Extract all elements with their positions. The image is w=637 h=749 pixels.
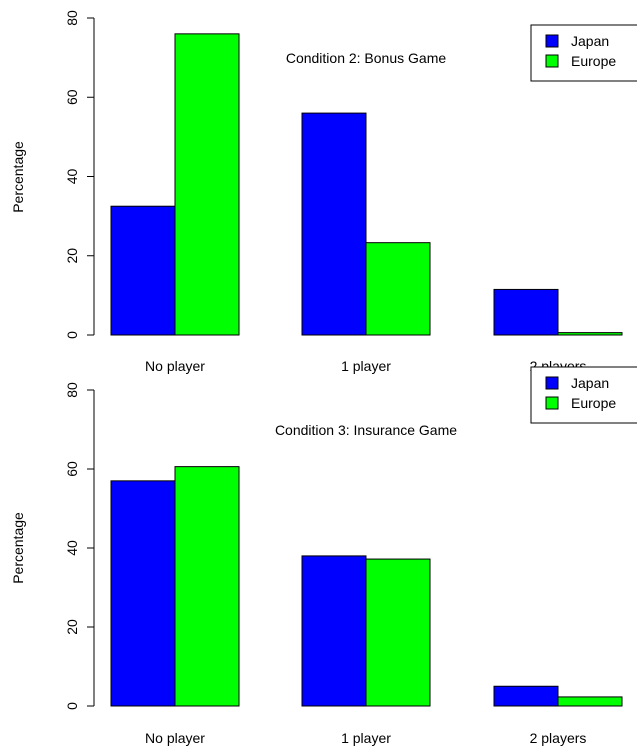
legend-label-japan: Japan [571,375,609,391]
bar-europe-0 [174,466,240,707]
y-axis-title: Percentage [10,512,26,584]
bar-japan-2 [493,685,559,707]
bar-japan-2 [493,288,559,336]
legend-swatch-europe [545,54,559,68]
y-tick-label: 60 [64,461,80,477]
y-tick-label: 40 [64,169,80,185]
legend: Japan Europe [530,24,637,82]
y-tick-label: 80 [64,10,80,26]
category-label: No player [145,730,205,746]
legend-label-japan: Japan [571,33,609,49]
legend-box [530,24,637,82]
y-tick-label: 80 [64,382,80,398]
category-label: No player [145,358,205,374]
y-tick-label: 40 [64,540,80,556]
category-label: 2 players [530,730,587,746]
legend-swatch-japan [545,34,559,48]
bar-europe-1 [365,242,431,336]
bar-japan-0 [110,205,176,336]
category-label: 1 player [341,730,391,746]
bar-europe-0 [174,33,240,336]
bar-europe-2 [557,696,623,707]
y-tick-label: 0 [64,331,80,339]
y-tick-label: 20 [64,619,80,635]
bar-europe-2 [557,332,623,336]
legend-swatch-europe [545,396,559,410]
chart-title: Condition 2: Bonus Game [286,50,447,66]
y-tick-label: 20 [64,248,80,264]
y-axis-title: Percentage [10,141,26,213]
bar-japan-1 [301,112,367,336]
legend-swatch-japan [545,376,559,390]
legend-label-europe: Europe [571,53,616,69]
legend-box [530,366,637,424]
chart-panel-insurance-game: 0 20 40 60 80 Percentage No player 1 player 2 pl… [10,366,637,746]
category-label: 1 player [341,358,391,374]
legend: Japan Europe [530,366,637,424]
legend-label-europe: Europe [571,395,616,411]
bar-japan-1 [301,555,367,707]
y-tick-label: 0 [64,702,80,710]
bar-europe-1 [365,558,431,707]
chart-title: Condition 3: Insurance Game [275,422,457,438]
y-tick-label: 60 [64,89,80,105]
bar-japan-0 [110,480,176,707]
